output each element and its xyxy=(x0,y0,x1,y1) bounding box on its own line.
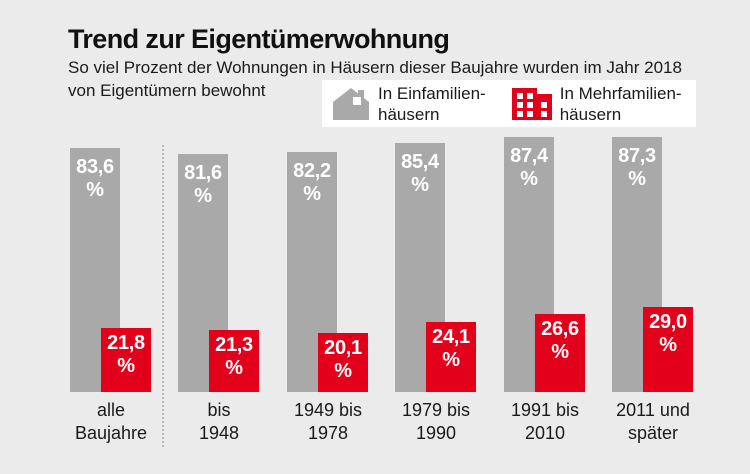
bar-value-label: 83,6% xyxy=(70,156,120,202)
bar-value-number: 83,6 xyxy=(76,156,114,178)
apartment-building-icon xyxy=(511,87,552,120)
category-label-line2: 1990 xyxy=(415,423,457,443)
category-label-line2: 1978 xyxy=(307,423,349,443)
bar-value-label: 82,2% xyxy=(287,160,337,206)
bar-value-label: 85,4% xyxy=(395,151,445,197)
category-label: 1991 bis 2010 xyxy=(483,399,607,445)
bar-multi-family: 21,3% xyxy=(209,330,259,392)
bar-value-label: 21,3% xyxy=(209,334,259,380)
category-label-line1: alle xyxy=(96,400,126,420)
bar-value-label: 87,3% xyxy=(612,145,662,191)
chart-subtitle: So viel Prozent der Wohnungen in Häusern… xyxy=(68,56,682,102)
bar-value-unit: % xyxy=(442,349,460,371)
bar-value-number: 26,6 xyxy=(541,318,579,340)
bar-value-label: 20,1% xyxy=(318,337,368,383)
bar-value-label: 87,4% xyxy=(504,145,554,191)
bar-value-number: 21,3 xyxy=(215,334,253,356)
bar-value-unit: % xyxy=(303,183,321,205)
bar-value-label: 29,0% xyxy=(643,311,693,357)
bar-value-number: 87,3 xyxy=(618,145,656,167)
category-label-line1: bis xyxy=(207,400,231,420)
bar-value-unit: % xyxy=(225,357,243,379)
house-icon xyxy=(333,87,369,120)
bar-value-number: 29,0 xyxy=(649,311,687,333)
bar-multi-family: 26,6% xyxy=(535,314,585,392)
category-label-line2: 2010 xyxy=(524,423,566,443)
legend-label-multi-family: In Mehrfamilien- häusern xyxy=(559,83,682,124)
bar-value-number: 87,4 xyxy=(510,145,548,167)
category-label-line1: 1991 bis xyxy=(510,400,580,420)
bar-multi-family: 29,0% xyxy=(643,307,693,392)
chart-subtitle-line2: von Eigentümern bewohnt xyxy=(68,81,266,100)
bar-value-number: 20,1 xyxy=(324,337,362,359)
bar-value-unit: % xyxy=(551,341,569,363)
legend-label-single-family: In Einfamilien- häusern xyxy=(378,83,486,124)
bar-value-number: 82,2 xyxy=(293,160,331,182)
category-label-line2: später xyxy=(627,423,679,443)
bar-value-label: 21,8% xyxy=(101,332,151,378)
page-title: Trend zur Eigentümerwohnung xyxy=(68,24,450,54)
bar-value-unit: % xyxy=(194,185,212,207)
bar-value-number: 81,6 xyxy=(184,162,222,184)
category-label: 1949 bis 1978 xyxy=(266,399,390,445)
bar-multi-family: 24,1% xyxy=(426,322,476,392)
bar-value-number: 21,8 xyxy=(107,332,145,354)
category-label-line2: 1948 xyxy=(198,423,240,443)
bar-value-number: 24,1 xyxy=(432,326,470,348)
chart-legend: In Einfamilien- häusern In Mehrfamilien-… xyxy=(322,80,696,127)
bar-value-label: 24,1% xyxy=(426,326,476,372)
bar-single-family: 83,6% xyxy=(70,148,120,392)
bar-value-unit: % xyxy=(411,174,429,196)
bar-value-unit: % xyxy=(117,355,135,377)
category-label: alle Baujahre xyxy=(49,399,173,445)
bar-multi-family: 21,8% xyxy=(101,328,151,392)
bar-multi-family: 20,1% xyxy=(318,333,368,392)
bar-value-number: 85,4 xyxy=(401,151,439,173)
bar-value-unit: % xyxy=(86,179,104,201)
category-label: bis 1948 xyxy=(157,399,281,445)
category-label-line1: 1949 bis xyxy=(293,400,363,420)
bar-value-unit: % xyxy=(520,168,538,190)
legend-item-multi-family: In Mehrfamilien- häusern xyxy=(511,83,682,125)
category-label-line1: 1979 bis xyxy=(401,400,471,420)
bar-value-label: 81,6% xyxy=(178,162,228,208)
chart-subtitle-line1: So viel Prozent der Wohnungen in Häusern… xyxy=(68,58,682,77)
bar-value-label: 26,6% xyxy=(535,318,585,364)
bar-value-unit: % xyxy=(628,168,646,190)
bar-value-unit: % xyxy=(334,360,352,382)
category-label: 1979 bis 1990 xyxy=(374,399,498,445)
category-label-line2: Baujahre xyxy=(74,423,148,443)
category-label: 2011 und später xyxy=(591,399,715,445)
bar-value-unit: % xyxy=(659,334,677,356)
legend-item-single-family: In Einfamilien- häusern xyxy=(332,83,486,125)
dotted-separator-line xyxy=(162,145,164,447)
category-label-line1: 2011 und xyxy=(616,400,690,420)
